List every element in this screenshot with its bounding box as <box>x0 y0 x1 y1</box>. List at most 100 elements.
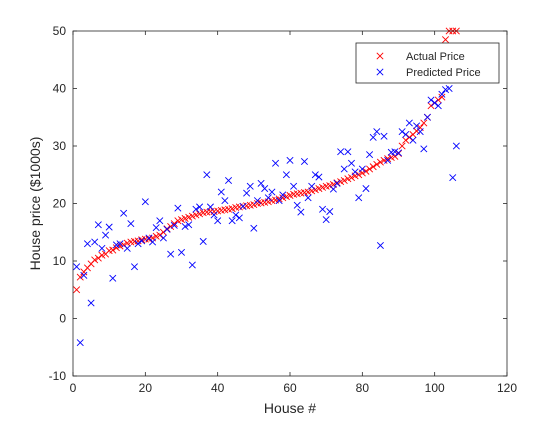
predicted-point <box>409 136 417 144</box>
predicted-point <box>362 185 370 193</box>
predicted-point <box>322 216 330 224</box>
legend-box <box>355 42 500 84</box>
predicted-point <box>73 263 81 271</box>
actual-point <box>373 160 381 168</box>
predicted-point <box>134 240 142 248</box>
predicted-point <box>358 165 366 173</box>
actual-point <box>380 156 388 164</box>
actual-point <box>170 220 178 228</box>
predicted-point <box>275 197 283 205</box>
predicted-point <box>188 261 196 269</box>
predicted-point <box>91 238 99 246</box>
predicted-point <box>152 224 160 232</box>
predicted-point <box>232 211 240 219</box>
predicted-point <box>384 156 392 164</box>
predicted-point <box>405 119 413 127</box>
predicted-point <box>250 224 258 232</box>
predicted-point <box>282 171 290 179</box>
predicted-point <box>163 225 171 233</box>
legend-label-predicted: Predicted Price <box>406 67 481 79</box>
predicted-point <box>192 205 200 213</box>
actual-point <box>441 36 450 44</box>
predicted-point <box>94 221 102 229</box>
actual-point <box>340 176 348 185</box>
predicted-point <box>445 84 453 93</box>
actual-point <box>420 119 428 127</box>
predicted-point <box>123 244 131 252</box>
x-tick-label: 100 <box>425 381 445 395</box>
predicted-point <box>174 204 182 212</box>
y-tick-label: 0 <box>59 312 66 326</box>
predicted-point <box>102 231 110 239</box>
predicted-point <box>333 179 341 187</box>
x-tick-label: 0 <box>70 381 77 395</box>
predicted-point <box>80 271 88 279</box>
predicted-point <box>308 182 316 190</box>
legend: Actual Price Predicted Price <box>355 42 500 84</box>
predicted-point <box>203 171 211 179</box>
predicted-point <box>337 148 345 156</box>
series-predicted <box>73 84 460 347</box>
predicted-point <box>304 194 312 202</box>
predicted-point <box>87 299 95 307</box>
actual-point <box>109 246 117 254</box>
predicted-point <box>293 201 301 209</box>
predicted-point <box>369 133 377 141</box>
predicted-point <box>83 240 91 248</box>
predicted-point <box>264 194 272 202</box>
actual-point <box>73 286 81 294</box>
predicted-point <box>355 194 363 202</box>
predicted-point <box>413 122 421 130</box>
predicted-point <box>224 176 233 185</box>
actual-point <box>366 165 374 173</box>
predicted-point <box>373 128 381 136</box>
actual-point <box>434 96 442 104</box>
x-axis-label: House # <box>264 400 316 416</box>
plot-area <box>73 31 507 376</box>
predicted-point <box>438 90 446 98</box>
actual-point <box>76 273 84 281</box>
actual-point <box>402 136 410 144</box>
predicted-point <box>427 96 435 104</box>
actual-point <box>156 231 164 239</box>
actual-point <box>94 254 102 262</box>
y-tick-label: 20 <box>53 197 67 211</box>
series-layer <box>73 27 460 347</box>
predicted-point <box>423 113 431 121</box>
predicted-point <box>315 173 323 181</box>
actual-point <box>362 167 370 175</box>
predicted-point <box>402 130 410 139</box>
predicted-point <box>235 214 243 222</box>
predicted-point <box>340 165 348 173</box>
x-tick-label: 40 <box>211 381 225 395</box>
predicted-point <box>130 263 139 271</box>
actual-point <box>376 158 384 166</box>
predicted-point <box>319 205 327 213</box>
y-tick-label: 10 <box>53 254 67 268</box>
predicted-point <box>376 241 384 249</box>
predicted-point <box>170 221 178 229</box>
x-tick-label: 20 <box>139 381 153 395</box>
y-axis-label: House price ($1000s) <box>27 137 43 271</box>
predicted-point <box>116 240 124 248</box>
predicted-point <box>394 149 403 157</box>
predicted-point <box>253 197 261 205</box>
predicted-point <box>272 159 280 167</box>
predicted-point <box>420 145 428 153</box>
predicted-point <box>167 250 175 258</box>
predicted-point <box>228 217 236 225</box>
predicted-point <box>149 238 157 246</box>
actual-point <box>347 174 356 182</box>
predicted-point <box>98 244 106 252</box>
predicted-point <box>329 185 337 193</box>
predicted-point <box>398 128 406 136</box>
x-tick-label: 60 <box>283 381 297 395</box>
predicted-point <box>109 274 117 282</box>
predicted-point <box>268 188 276 196</box>
actual-point <box>438 93 446 101</box>
predicted-point <box>177 248 186 256</box>
actual-point <box>398 142 406 150</box>
